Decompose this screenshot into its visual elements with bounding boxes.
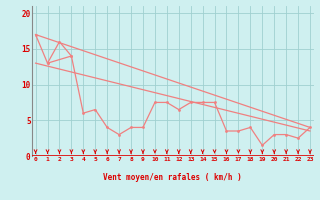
X-axis label: Vent moyen/en rafales ( km/h ): Vent moyen/en rafales ( km/h ): [103, 174, 242, 182]
